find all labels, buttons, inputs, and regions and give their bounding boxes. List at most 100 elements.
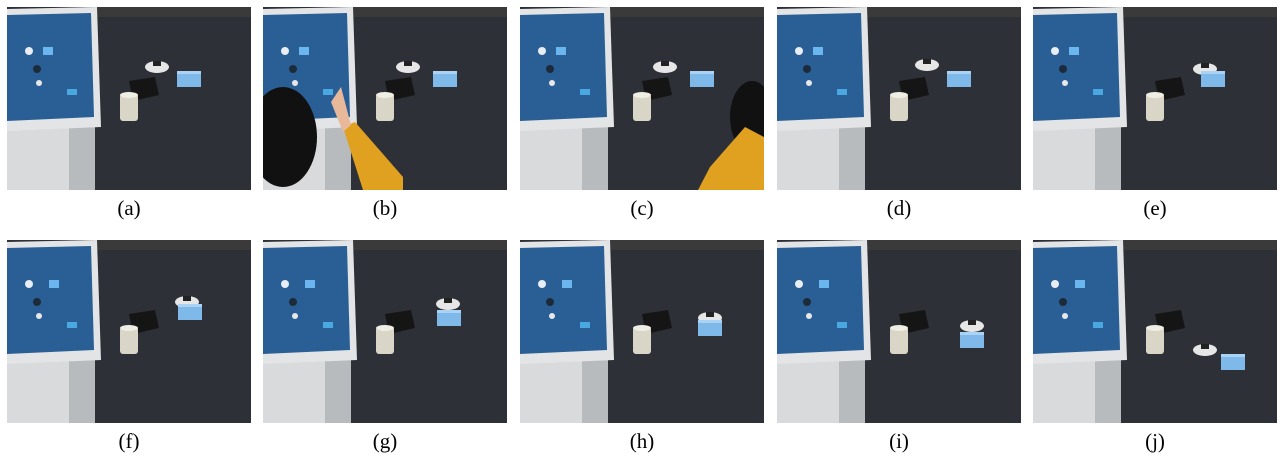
photo	[1033, 7, 1277, 190]
caption: (j)	[1145, 429, 1165, 453]
wall	[87, 7, 251, 17]
screen-bin	[289, 298, 297, 306]
cup-top	[890, 325, 908, 331]
screen-cup	[806, 313, 812, 319]
stand-shadow	[1095, 358, 1121, 423]
wall	[87, 240, 251, 250]
photo-panel	[263, 7, 507, 190]
photo	[520, 7, 764, 190]
screen-box	[562, 280, 572, 288]
screen-robot	[25, 280, 33, 288]
stand-shadow	[839, 125, 865, 190]
blue-box	[960, 332, 984, 348]
cup-top	[1146, 92, 1164, 98]
screen-cup	[36, 313, 42, 319]
cup	[120, 327, 138, 354]
person-head	[263, 87, 317, 187]
robot	[1193, 344, 1217, 356]
photo-panel	[520, 240, 764, 423]
screen-bin	[546, 65, 554, 73]
robot	[396, 61, 420, 73]
screen-robot	[281, 280, 289, 288]
caption: (f)	[119, 429, 140, 453]
screen-target	[323, 322, 333, 328]
cup	[376, 94, 394, 121]
photo	[7, 240, 251, 423]
screen-bin	[1059, 298, 1067, 306]
robot-marker	[923, 59, 931, 64]
photo-panel	[777, 240, 1021, 423]
screen-cup	[292, 313, 298, 319]
robot-marker	[1201, 344, 1209, 349]
monitor-screen	[7, 246, 94, 354]
screen-bin	[33, 65, 41, 73]
box-rim	[1201, 71, 1225, 74]
photo-panel	[777, 7, 1021, 190]
screen-bin	[33, 298, 41, 306]
screen-box	[49, 280, 59, 288]
blue-box	[698, 320, 722, 336]
wall	[343, 240, 507, 250]
blue-box	[178, 304, 202, 320]
photo	[263, 7, 507, 190]
monitor-screen	[777, 246, 864, 354]
screen-robot	[281, 47, 289, 55]
stand-shadow	[839, 358, 865, 423]
screen-box	[813, 47, 823, 55]
robot	[960, 320, 984, 332]
box-rim	[1221, 354, 1245, 357]
screen-bin	[1059, 65, 1067, 73]
monitor-screen	[777, 13, 864, 121]
stand-shadow	[325, 358, 351, 423]
screen-bin	[803, 65, 811, 73]
stand-shadow	[582, 358, 608, 423]
robot-marker	[968, 320, 976, 325]
stand-shadow	[1095, 125, 1121, 190]
cup-top	[120, 92, 138, 98]
cup	[890, 327, 908, 354]
box-rim	[178, 304, 202, 307]
box-rim	[690, 71, 714, 74]
caption: (b)	[373, 196, 398, 220]
photo-panel	[263, 240, 507, 423]
screen-target	[580, 89, 590, 95]
screen-cup	[806, 80, 812, 86]
screen-bin	[803, 298, 811, 306]
screen-bin	[546, 298, 554, 306]
stand-shadow	[582, 125, 608, 190]
cup-top	[890, 92, 908, 98]
person-body	[698, 127, 764, 190]
screen-cup	[1062, 80, 1068, 86]
wall	[600, 7, 764, 17]
screen-target	[1093, 89, 1103, 95]
screen-robot	[25, 47, 33, 55]
monitor-screen	[263, 246, 350, 354]
box-rim	[433, 71, 457, 74]
robot-marker	[183, 296, 191, 301]
blue-box	[437, 310, 461, 326]
cup	[890, 94, 908, 121]
caption: (d)	[887, 196, 912, 220]
box-rim	[437, 310, 461, 313]
screen-target	[837, 89, 847, 95]
box-rim	[947, 71, 971, 74]
screen-target	[67, 89, 77, 95]
monitor-screen	[520, 13, 607, 121]
cup	[633, 94, 651, 121]
wall	[1113, 7, 1277, 17]
photo	[777, 240, 1021, 423]
photo-panel	[7, 240, 251, 423]
cup-top	[120, 325, 138, 331]
screen-robot	[538, 47, 546, 55]
cup-top	[376, 325, 394, 331]
cup	[633, 327, 651, 354]
photo	[777, 7, 1021, 190]
cup	[376, 327, 394, 354]
photo-panel	[1033, 240, 1277, 423]
screen-robot	[1051, 280, 1059, 288]
robot-marker	[404, 61, 412, 66]
photo	[520, 240, 764, 423]
hand	[331, 87, 351, 132]
caption: (h)	[630, 429, 655, 453]
